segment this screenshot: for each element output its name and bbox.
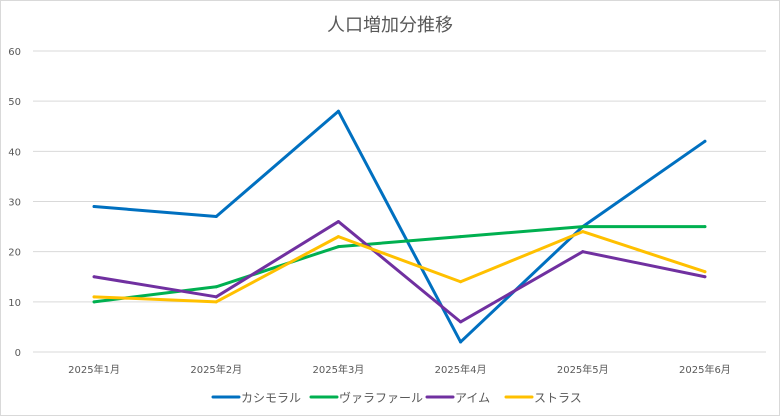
y-tick-label: 0 [15, 348, 21, 359]
data-point [92, 275, 96, 279]
data-point [581, 225, 585, 229]
x-tick-label: 2025年5月 [557, 363, 609, 376]
data-point [92, 205, 96, 209]
data-point [92, 300, 96, 304]
data-point [336, 220, 340, 224]
series-line-4 [92, 230, 707, 304]
data-point [703, 275, 707, 279]
data-point [581, 250, 585, 254]
x-tick-label: 2025年4月 [435, 363, 487, 376]
data-point [214, 295, 218, 299]
data-point [336, 109, 340, 113]
data-point [459, 320, 463, 324]
data-point [581, 230, 585, 234]
data-point [703, 225, 707, 229]
data-point [459, 235, 463, 239]
data-point [336, 245, 340, 249]
legend-label: ストラス [534, 391, 582, 405]
x-tick-label: 2025年1月 [68, 363, 120, 376]
x-tick-label: 2025年2月 [190, 363, 242, 376]
y-tick-label: 50 [8, 97, 21, 108]
legend-label: ヴァラファール [339, 390, 423, 405]
data-point [703, 270, 707, 274]
chart-title: 人口増加分推移 [327, 15, 453, 36]
data-point [703, 139, 707, 143]
x-tick-label: 2025年6月 [679, 363, 731, 376]
data-point [214, 300, 218, 304]
data-point [336, 235, 340, 239]
y-tick-label: 40 [8, 147, 21, 158]
x-tick-label: 2025年3月 [313, 363, 365, 376]
data-point [92, 295, 96, 299]
data-point [459, 340, 463, 344]
series-line-2 [92, 225, 707, 304]
y-tick-label: 60 [8, 47, 21, 58]
series-line-1 [92, 109, 707, 344]
legend-label: カシモラル [241, 391, 301, 405]
y-tick-label: 10 [8, 298, 21, 309]
y-tick-label: 30 [8, 198, 21, 209]
data-point [459, 280, 463, 284]
y-tick-label: 20 [8, 248, 21, 259]
series-line-3 [92, 220, 707, 324]
data-point [214, 285, 218, 289]
legend-label: アイム [455, 391, 490, 405]
data-point [214, 215, 218, 219]
